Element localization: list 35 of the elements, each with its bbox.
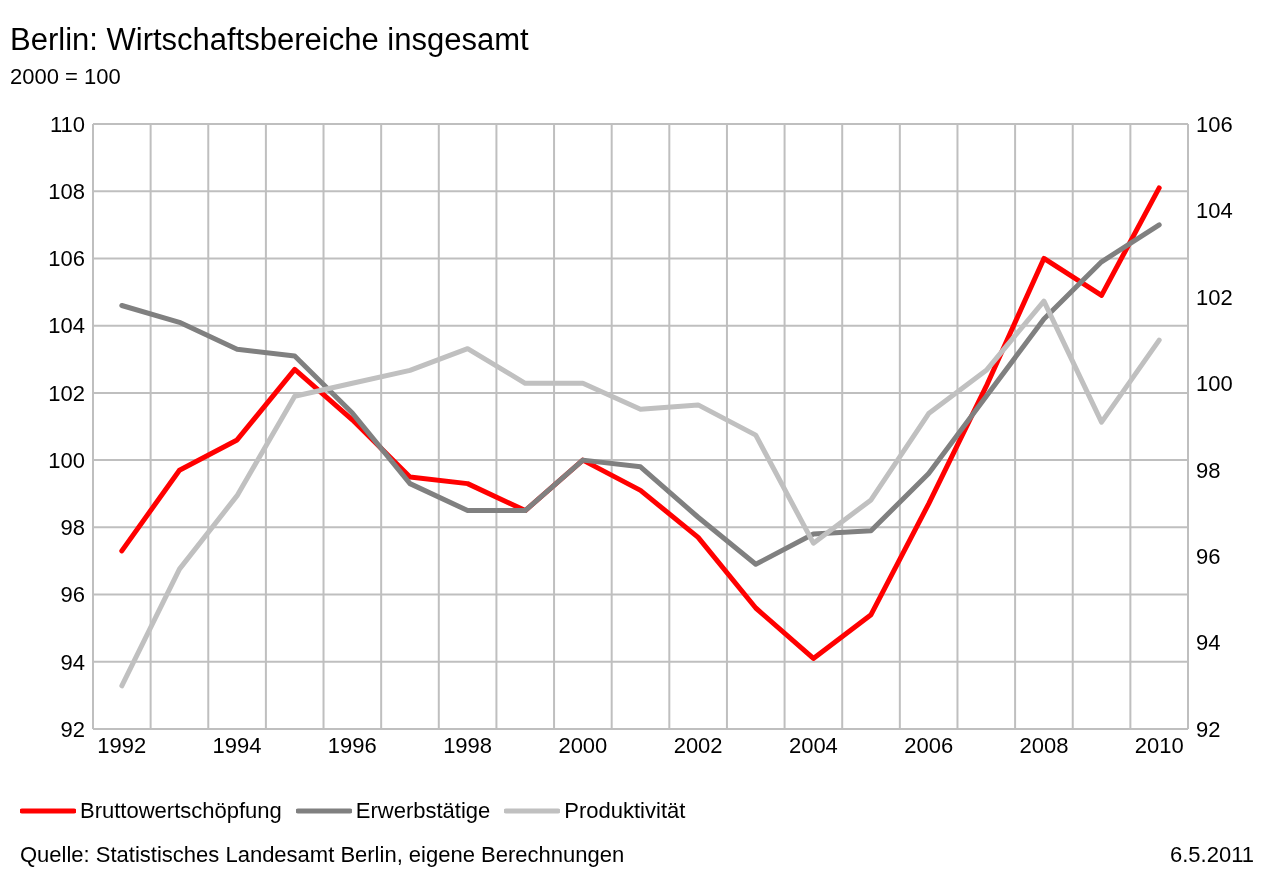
x-tick-label: 2004 [788,732,838,758]
y2-tick-label: 106 [1196,111,1233,137]
y-tick-label: 94 [60,649,85,675]
text: 6.5.2011 [1169,842,1254,868]
x-tick-label: 1998 [443,732,493,758]
y2-tick-label: 94 [1196,630,1221,656]
y-tick-label: 96 [60,582,85,608]
y2-tick-label: 104 [1196,198,1233,224]
y-tick-label: 98 [60,515,85,541]
x-tick-label: 1996 [327,732,377,758]
y-tick-label: 104 [48,313,85,339]
x-tick-label: 1994 [212,732,262,758]
source-note: Quelle: Statistisches Landesamt Berlin, eigene Berechnungen [20,842,625,868]
y2-tick-label: 98 [1196,457,1221,483]
y-tick-label: 108 [48,179,85,205]
x-tick-label: 2008 [1019,732,1069,758]
chart-title: Berlin: Wirtschaftsbereiche insgesamt [10,22,529,58]
x-tick-label: 2010 [1134,732,1184,758]
y-tick-label: 92 [60,716,85,742]
chart-subtitle: 2000 = 100 [10,64,121,90]
x-tick-label: 1992 [97,732,147,758]
y-tick-label: 110 [49,111,85,137]
y2-tick-label: 102 [1196,284,1233,310]
x-tick-label: 2000 [558,732,608,758]
y-tick-label: 102 [48,380,85,406]
x-tick-label: 2006 [904,732,954,758]
legend-label: Bruttowertschöpfung [80,798,282,824]
y2-tick-label: 92 [1196,716,1221,742]
x-tick-label: 2002 [673,732,723,758]
legend-label: Produktivität [564,798,686,824]
y-tick-label: 100 [48,447,85,473]
y2-tick-label: 96 [1196,543,1221,569]
y2-tick-label: 100 [1196,371,1233,397]
y-tick-label: 106 [48,246,85,272]
legend-label: Erwerbstätige [355,798,491,824]
